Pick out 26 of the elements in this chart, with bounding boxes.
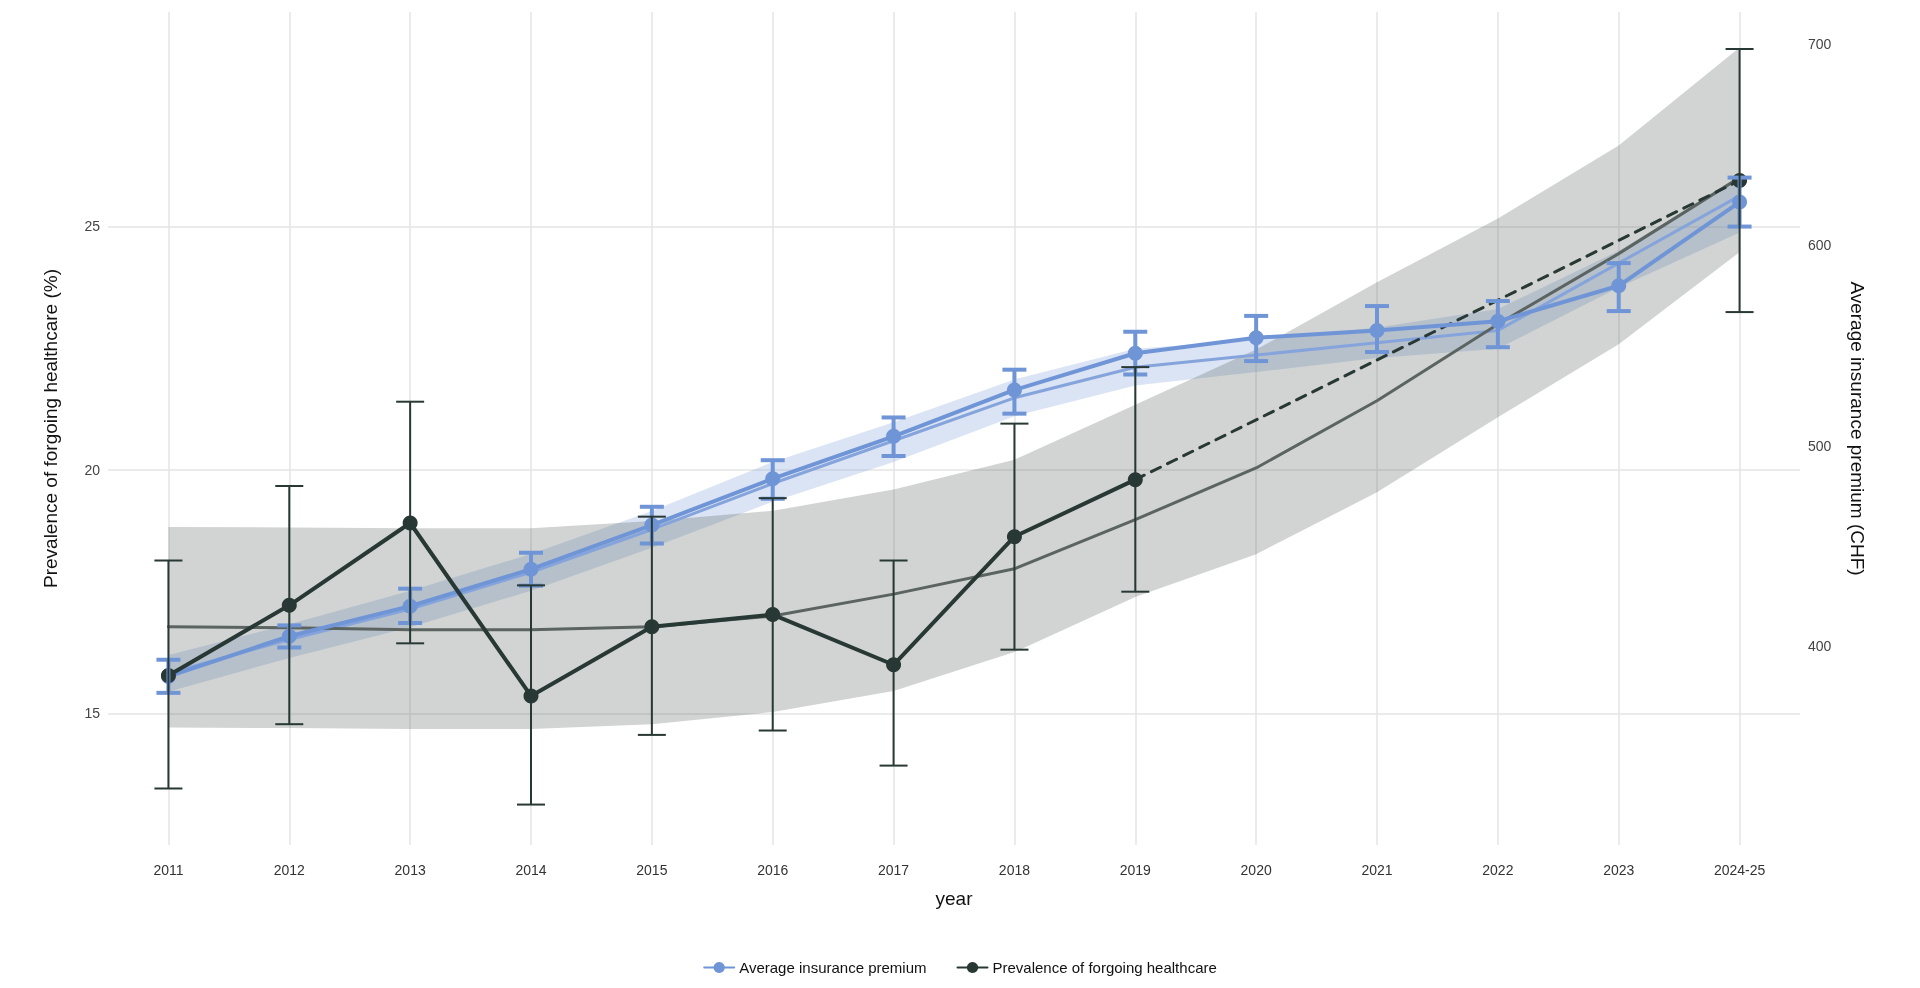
- x-tick-label: 2017: [877, 862, 910, 878]
- x-tick-label: 2020: [1240, 862, 1272, 878]
- x-tick-label: 2011: [153, 862, 184, 878]
- x-tick-label: 2018: [998, 862, 1031, 878]
- x-tick-label: 2015: [636, 862, 668, 878]
- y-tick-label: 25: [84, 218, 101, 235]
- legend-label: Prevalence of forgoing healthcare: [992, 959, 1217, 976]
- y2-axis-title: Average insurance premium (CHF): [1847, 281, 1868, 576]
- x-tick-label: 2012: [273, 862, 306, 878]
- y2-tick-label: 500: [1808, 437, 1832, 454]
- x-axis-title: year: [935, 888, 974, 909]
- y-tick-label: 15: [84, 705, 101, 722]
- y-axis-title: Prevalence of forgoing healthcare (%): [40, 269, 61, 588]
- x-tick-label: 2013: [394, 862, 426, 878]
- x-tick-label: 2021: [1361, 862, 1393, 878]
- x-tick-label: 2014: [515, 862, 547, 878]
- legend-label: Average insurance premium: [739, 959, 927, 976]
- x-tick-label: 2023: [1603, 862, 1635, 878]
- y2-tick-label: 600: [1808, 236, 1832, 253]
- x-tick-label: 2024-25: [1713, 862, 1766, 878]
- x-tick-label: 2019: [1119, 862, 1152, 878]
- x-tick-label: 2016: [757, 862, 789, 878]
- y2-tick-label: 400: [1808, 638, 1832, 655]
- y2-tick-label: 700: [1808, 36, 1832, 53]
- x-tick-label: 2022: [1482, 862, 1514, 878]
- y-tick-label: 20: [84, 461, 101, 478]
